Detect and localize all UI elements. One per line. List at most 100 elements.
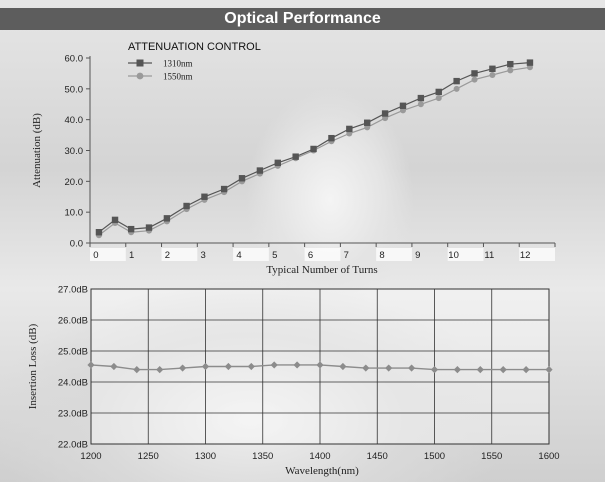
- y-tick-label: 26.0dB: [58, 316, 88, 327]
- data-point-1310nm: [381, 110, 389, 117]
- legend-marker: [136, 72, 144, 80]
- data-point-1310nm: [471, 70, 478, 77]
- y-tick-label: 20.0: [65, 177, 84, 188]
- x-axis-label: Typical Number of Turns: [266, 264, 377, 276]
- legend-label: 1550nm: [163, 72, 193, 82]
- x-tick-label: 1450: [367, 451, 388, 462]
- data-point-1550nm: [507, 67, 514, 74]
- x-tick-band: [161, 248, 198, 261]
- data-point-1310nm: [435, 88, 442, 96]
- x-tick-label: 0: [93, 250, 98, 261]
- data-point: [362, 364, 370, 372]
- data-point: [430, 366, 439, 374]
- data-point-1310nm: [399, 102, 407, 109]
- data-point-1310nm: [238, 175, 246, 182]
- y-tick-label: 22.0dB: [58, 440, 88, 451]
- data-point-1310nm: [163, 215, 171, 222]
- data-point-1310nm: [310, 145, 317, 153]
- x-tick-label: 2: [165, 250, 170, 261]
- data-point: [408, 364, 416, 372]
- y-tick-label: 30.0: [65, 146, 84, 157]
- data-point-1310nm: [417, 94, 425, 102]
- data-point: [385, 364, 393, 372]
- y-tick-label: 50.0: [65, 84, 84, 95]
- x-tick-label: 1600: [538, 451, 559, 462]
- chart-title: ATTENUATION CONTROL: [128, 41, 261, 53]
- data-point: [87, 361, 95, 369]
- data-point-1310nm: [111, 216, 119, 224]
- data-point-1310nm: [274, 159, 281, 167]
- data-point-1310nm: [127, 225, 135, 233]
- y-tick-label: 24.0dB: [58, 378, 88, 389]
- data-point-1310nm: [364, 119, 371, 126]
- data-point: [270, 361, 278, 369]
- legend-marker: [136, 59, 144, 67]
- page-title: Optical Performance: [0, 8, 605, 30]
- data-point-1310nm: [95, 229, 103, 236]
- y-tick-label: 25.0dB: [58, 347, 88, 358]
- x-tick-label: 1400: [309, 451, 330, 462]
- legend-label: 1310nm: [163, 59, 193, 69]
- data-point-1310nm: [183, 202, 190, 210]
- data-point-1550nm: [417, 101, 424, 108]
- y-tick-label: 23.0dB: [58, 409, 88, 420]
- x-tick-band: [233, 248, 269, 261]
- data-point-1550nm: [471, 76, 478, 83]
- x-tick-band: [447, 248, 484, 261]
- data-point: [133, 366, 141, 374]
- data-point: [224, 362, 232, 371]
- data-point-1310nm: [292, 153, 299, 160]
- x-tick-label: 11: [484, 250, 494, 261]
- data-point-1550nm: [435, 95, 442, 102]
- data-point-1550nm: [453, 85, 460, 92]
- data-point-1310nm: [256, 167, 264, 174]
- y-tick-label: 0.0: [70, 239, 83, 250]
- y-tick-label: 60.0: [65, 54, 84, 65]
- data-point: [453, 366, 461, 374]
- data-point-1310nm: [489, 65, 496, 72]
- y-axis-label: Attenuation (dB): [31, 113, 43, 188]
- x-tick-label: 12: [520, 250, 531, 261]
- data-point-1310nm: [328, 134, 335, 142]
- data-point: [110, 362, 118, 371]
- data-point-1550nm: [489, 71, 496, 78]
- x-tick-label: 3: [201, 250, 206, 261]
- x-tick-band: [519, 248, 555, 261]
- x-axis-label: Wavelength(nm): [285, 465, 359, 477]
- data-point: [293, 361, 301, 369]
- x-tick-label: 1: [129, 250, 134, 261]
- x-tick-label: 1200: [80, 451, 101, 462]
- x-tick-band: [90, 248, 126, 261]
- x-tick-label: 1300: [195, 451, 216, 462]
- data-point: [499, 366, 507, 374]
- x-tick-label: 4: [236, 250, 241, 261]
- data-point-1310nm: [526, 59, 534, 66]
- data-point: [545, 366, 553, 374]
- x-tick-label: 1350: [252, 451, 273, 462]
- data-point-1310nm: [507, 60, 514, 68]
- data-point: [247, 362, 255, 371]
- data-point-1310nm: [201, 193, 208, 200]
- data-point-1310nm: [453, 77, 460, 85]
- data-point: [201, 362, 210, 371]
- x-tick-label: 8: [379, 250, 384, 261]
- x-tick-band: [304, 248, 341, 261]
- x-tick-label: 1550: [481, 451, 502, 462]
- data-point-1310nm: [346, 125, 353, 133]
- x-tick-label: 5: [272, 250, 277, 261]
- y-tick-label: 10.0: [65, 208, 84, 219]
- data-point: [522, 366, 530, 374]
- data-point: [339, 362, 347, 371]
- data-point-1310nm: [220, 185, 228, 193]
- data-point: [476, 366, 484, 374]
- data-point-1310nm: [145, 224, 153, 231]
- x-tick-label: 6: [308, 250, 313, 261]
- data-point: [179, 364, 187, 372]
- y-tick-label: 27.0dB: [58, 285, 88, 296]
- y-axis-label: Insertion Loss (dB): [27, 323, 39, 409]
- x-tick-label: 10: [448, 250, 459, 261]
- x-tick-label: 1500: [424, 451, 445, 462]
- x-tick-band: [376, 248, 412, 261]
